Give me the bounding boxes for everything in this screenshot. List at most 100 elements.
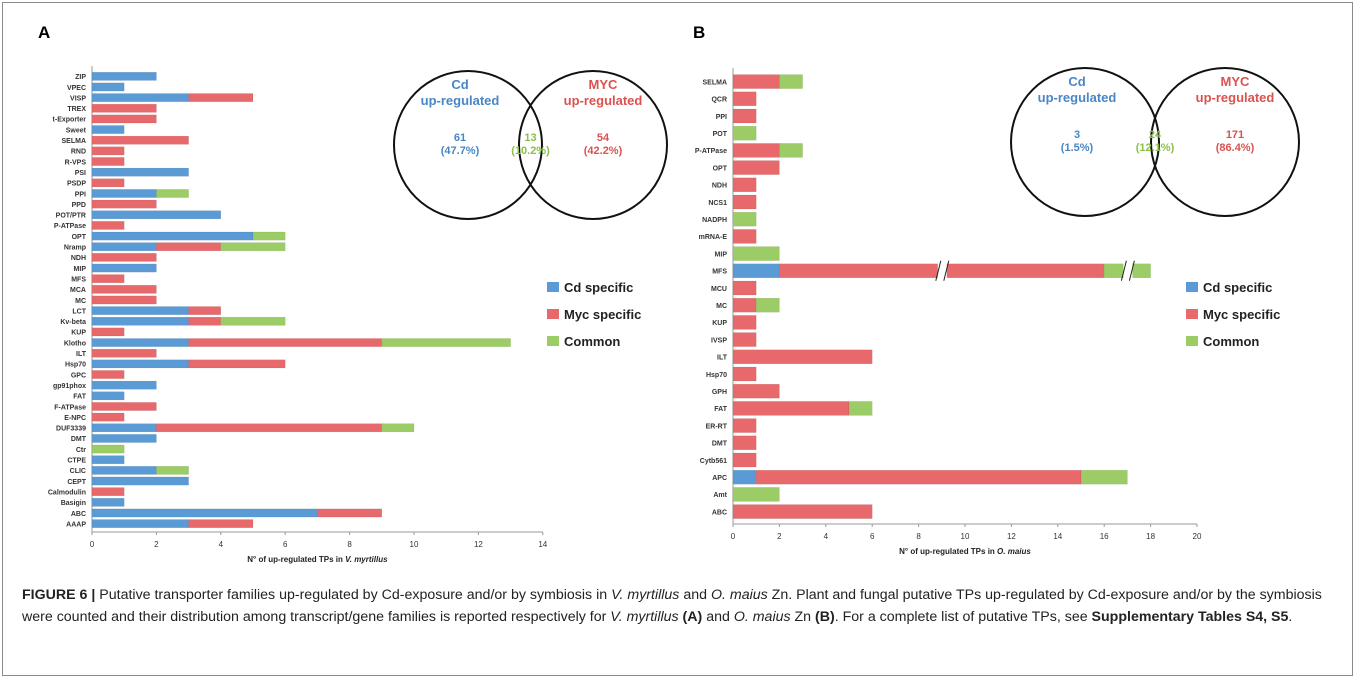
panel-a-category-label: VISP [70, 95, 86, 102]
panel-a-category-label: POT/PTR [56, 213, 86, 220]
panel-b-x-tick-label: 2 [777, 532, 782, 541]
panel-a-category-label: DMT [71, 436, 87, 443]
panel-a-bar-cd-specific [91, 263, 157, 273]
panel-a-venn-myc-count: 54 [597, 132, 610, 144]
panel-b-x-tick-label: 10 [961, 532, 970, 541]
panel-a-bar-myc-specific [91, 114, 157, 124]
panel-a-category-label: LCT [72, 308, 86, 315]
panel-a-category-label: Hsp70 [65, 362, 86, 369]
panel-a-legend-swatch-common [547, 336, 559, 346]
panel-a-bar-cd-specific [91, 189, 157, 198]
panel-b-category-label: POT [713, 131, 728, 138]
panel-b-venn-circle-myc [1150, 67, 1300, 217]
panel-a-bar-myc-specific [188, 316, 222, 326]
panel-a-legend-label-common: Common [564, 334, 620, 349]
panel-b-x-tick-label: 12 [1007, 532, 1016, 541]
caption-text-7: . [1288, 609, 1293, 625]
panel-b-legend-label-cd: Cd specific [1203, 280, 1272, 295]
panel-a-category-label: SELMA [62, 138, 87, 145]
panel-a-venn-common-count: 13 [524, 132, 536, 144]
panel-a-bar-myc-specific [91, 146, 125, 156]
panel-a-bar-common [252, 231, 286, 241]
panel-b-bar-common [848, 401, 873, 416]
panel-a-category-label: PPI [75, 191, 86, 198]
panel-a-bar-common [220, 316, 286, 326]
panel-b: B 0 2 4 6 8 10 12 14 16 18 20N° of up-regulated TP… [693, 23, 1300, 556]
panel-b-bar-myc-specific [732, 143, 780, 158]
panel-a-bar-cd-specific [91, 93, 189, 102]
panel-b-category-label: MC [716, 303, 727, 310]
panel-b-bar-myc-specific [732, 280, 757, 296]
panel-b-category-label: DMT [712, 441, 728, 448]
panel-b-venn-common-pct: (12.1%) [1136, 142, 1175, 154]
panel-a-bar-cd-specific [91, 497, 125, 507]
panel-b-category-label: P-ATPase [695, 148, 727, 155]
panel-a-category-label: P-ATPase [54, 223, 86, 230]
panel-b-axis-break-mark [935, 260, 942, 281]
panel-a-bar-cd-specific [91, 306, 189, 315]
panel-a-category-label: R-VPS [65, 159, 87, 166]
panel-a-bar-myc-specific [91, 157, 125, 166]
panel-a-bar-common [220, 242, 286, 252]
panel-a-venn-common-pct: (10.2%) [511, 145, 550, 157]
panel-a-venn-cd-count: 61 [454, 132, 466, 144]
panel-a-bar-cd-specific [91, 167, 189, 177]
panel-a-venn-cd-sublabel: up-regulated [421, 93, 500, 108]
panel-b-x-tick-label: 8 [916, 532, 921, 541]
panel-b-category-label: MFS [712, 269, 727, 276]
panel-a-venn-circle-cd [393, 70, 543, 220]
panel-a-category-label: PSI [75, 170, 86, 177]
panel-b-bar-myc-specific [732, 366, 757, 382]
panel-a-category-label: KUP [71, 330, 86, 337]
caption-species-3: V. myrtillus [610, 609, 679, 625]
panel-b-category-label: FAT [714, 406, 727, 413]
caption-species-1: V. myrtillus [611, 587, 680, 603]
panel-b-bar-myc-specific [732, 194, 757, 210]
panel-a-bar-cd-specific [91, 455, 125, 465]
panel-b-category-label: Amt [713, 492, 727, 499]
panel-b-x-axis-label-species: O. maius [997, 547, 1031, 556]
panel-b-venn-cd-count: 3 [1074, 129, 1080, 141]
panel-b-category-label: ABC [712, 509, 727, 516]
panel-b-category-label: KUP [712, 320, 727, 327]
panel-b-x-tick-label: 6 [870, 532, 875, 541]
panel-a-bar-cd-specific [91, 476, 189, 486]
panel-a-bar-myc-specific [317, 508, 383, 518]
caption-text-6: . For a complete list of putative TPs, s… [834, 609, 1092, 625]
panel-a-category-label: Calmodulin [48, 489, 86, 496]
panel-b-x-tick-label: 16 [1100, 532, 1109, 541]
panel-b-legend-label-common: Common [1203, 334, 1259, 349]
panel-b-letter: B [693, 23, 705, 42]
panel-a-bar-myc-specific [188, 359, 286, 369]
panel-a-bar-common [381, 338, 511, 347]
panel-a-bar-myc-specific [91, 103, 157, 113]
panel-a-bar-cd-specific [91, 391, 125, 401]
panel-a-bar-cd-specific [91, 338, 189, 347]
figure-caption: FIGURE 6 | Putative transporter families… [22, 584, 1340, 628]
panel-b-category-label: NADPH [702, 217, 727, 224]
panel-a-bar-myc-specific [91, 178, 125, 188]
panel-a-category-label: GPC [71, 372, 86, 379]
panel-a-bar-cd-specific [91, 359, 189, 369]
panel-a-bar-cd-specific [91, 508, 318, 518]
panel-b-bar-common [779, 74, 803, 89]
caption-species-2: O. maius [710, 587, 768, 603]
panel-b-venn-myc-sublabel: up-regulated [1196, 90, 1275, 105]
panel-b-axis-break-gap [937, 261, 947, 280]
panel-b-bar-myc-specific [732, 332, 757, 347]
panel-a-category-label: Nramp [64, 245, 86, 252]
panel-b-legend-label-myc: Myc specific [1203, 307, 1280, 322]
panel-b-category-label: MIP [715, 251, 728, 258]
panel-a-bar-myc-specific [91, 402, 157, 411]
panel-a-venn-myc-pct: (42.2%) [584, 145, 623, 157]
panel-a-category-label: AAAP [66, 521, 86, 528]
caption-text-4: and [702, 609, 734, 625]
panel-a-bar-myc-specific [91, 295, 157, 305]
panel-a-category-label: CTPE [67, 458, 86, 465]
panel-a-category-label: ZIP [75, 74, 86, 81]
panel-b-category-label: MCU [711, 286, 727, 293]
panel-a-category-label: PPD [72, 202, 86, 209]
panel-b-bar-myc-specific [732, 177, 757, 193]
